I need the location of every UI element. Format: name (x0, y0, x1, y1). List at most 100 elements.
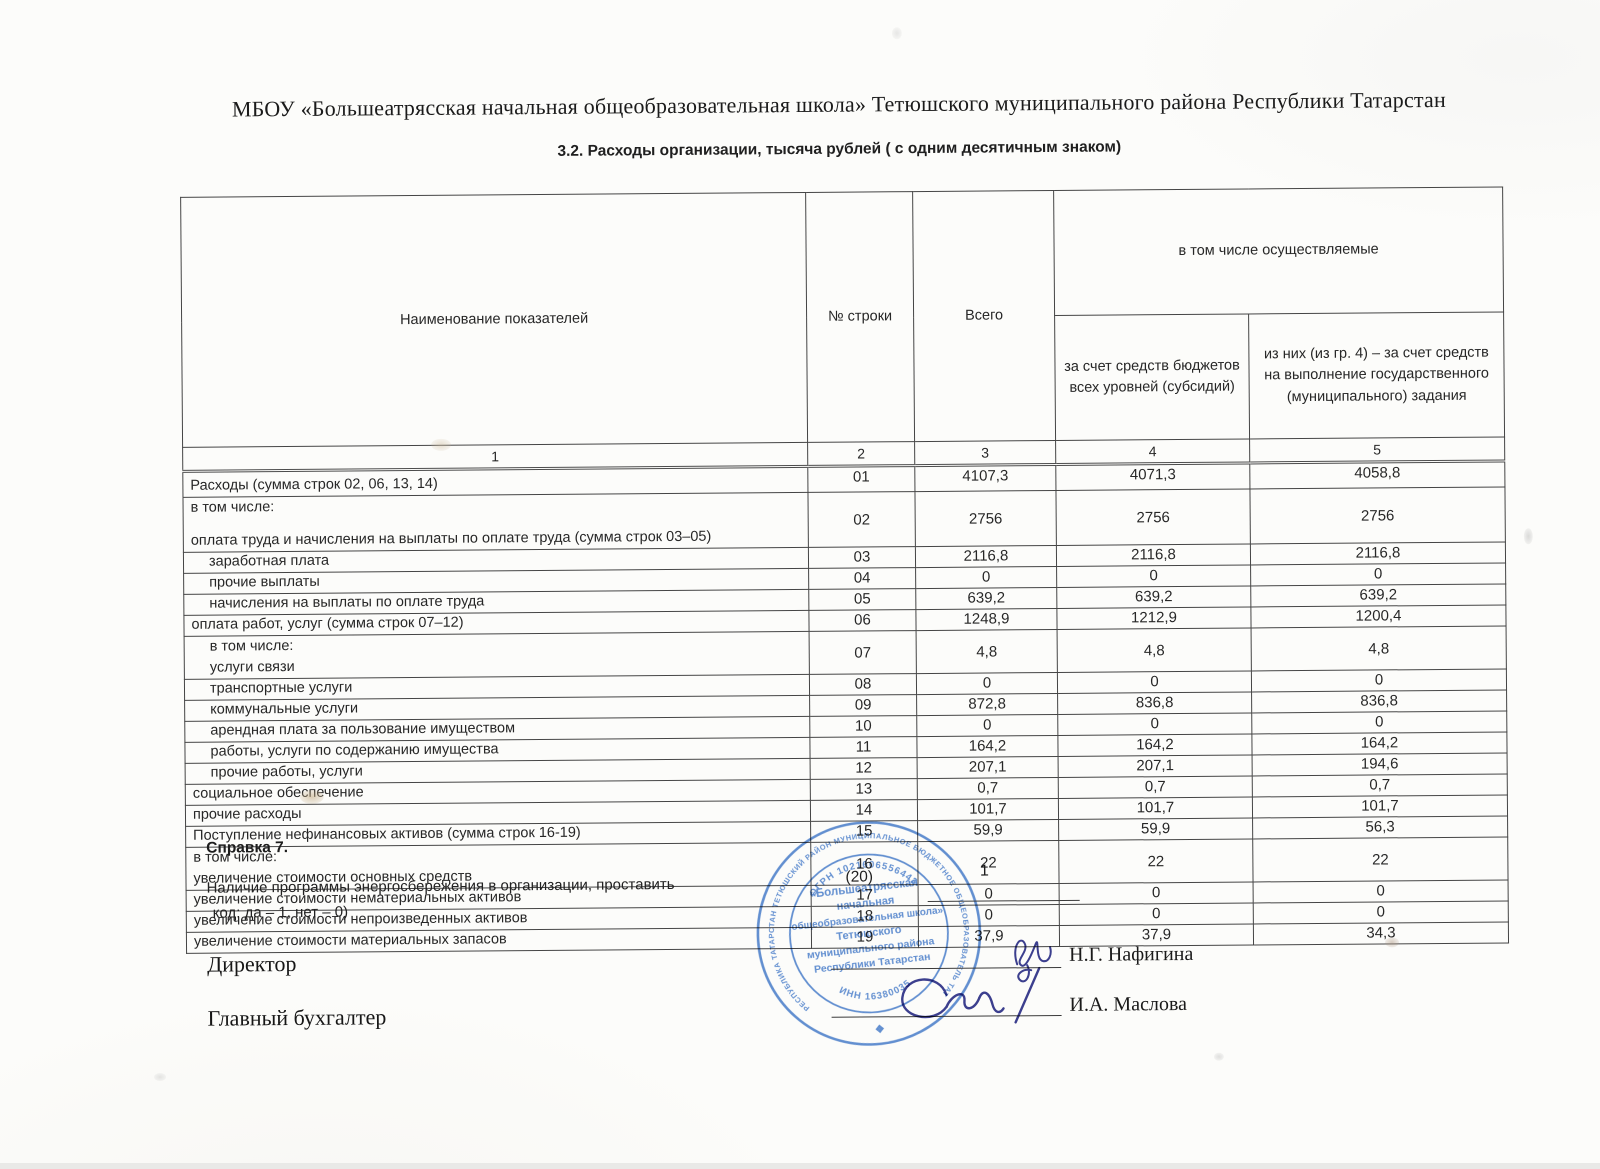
row-total: 2116,8 (915, 545, 1057, 568)
row-task: 2116,8 (1250, 541, 1506, 565)
row-task: 4058,8 (1249, 460, 1505, 489)
signature-name-accountant: И.А. Маслова (1069, 992, 1188, 1016)
row-line-number: 07 (809, 630, 917, 675)
row-task: 56,3 (1252, 815, 1508, 839)
row-task: 0 (1253, 900, 1509, 924)
row-task: 101,7 (1252, 794, 1508, 818)
row-label: прочие работы, услуги (210, 763, 363, 781)
row-total: 4,8 (916, 629, 1058, 674)
reference-text-line2: код: да – 1, нет – 0) (212, 903, 349, 922)
reference-line-number: (20) (845, 868, 874, 886)
row-label: увеличение стоимости материальных запасо… (193, 931, 507, 950)
row-task: 4,8 (1251, 625, 1507, 671)
row-budget: 0,7 (1058, 775, 1253, 799)
row-line-number: 05 (808, 588, 916, 611)
scan-speckle (431, 438, 452, 451)
row-line-number: 08 (809, 673, 917, 696)
row-total: 164,2 (916, 735, 1059, 758)
col-header-task: из них (из гр. 4) – за счет средств на в… (1248, 311, 1505, 439)
row-task: 639,2 (1250, 583, 1506, 607)
row-total: 0 (916, 714, 1058, 737)
row-label: арендная плата за пользование имуществом (210, 720, 516, 739)
row-budget: 836,8 (1057, 691, 1252, 715)
row-task: 1200,4 (1250, 604, 1507, 628)
row-label: услуги связи (209, 659, 295, 676)
row-budget: 1212,9 (1056, 606, 1252, 630)
row-budget: 0 (1057, 670, 1252, 694)
accountant-signature-ink (901, 966, 1041, 1024)
row-prefix: в том числе: (209, 637, 294, 655)
row-total: 0 (915, 566, 1057, 589)
col-header-total: Всего (912, 190, 1056, 442)
row-budget: 0 (1056, 564, 1251, 588)
col-index-3: 3 (914, 440, 1056, 466)
signature-role-accountant: Главный бухгалтер (207, 1004, 387, 1031)
section-title: 3.2. Расходы организации, тысяча рублей … (557, 138, 1122, 160)
row-name-cell: в том числе: услуги связи (184, 631, 810, 680)
stamp-inner-ring (789, 853, 949, 1014)
row-task: 0,7 (1252, 773, 1508, 797)
row-task: 0 (1250, 562, 1506, 586)
row-line-number: 04 (808, 567, 916, 590)
row-task: 34,3 (1253, 921, 1509, 945)
scan-speckle (891, 27, 902, 40)
col-index-5: 5 (1249, 436, 1505, 463)
signature-name-director: Н.Г. Нафигина (1069, 942, 1194, 966)
row-line-number: 13 (810, 778, 918, 801)
stamp-divider-icon: ❖ (874, 1023, 885, 1036)
row-budget: 2756 (1055, 488, 1251, 546)
row-label: начисления на выплаты по оплате труда (209, 593, 485, 612)
row-task: 22 (1252, 836, 1509, 882)
signature-role-director: Директор (207, 950, 297, 977)
row-total: 0 (916, 672, 1058, 695)
row-task: 164,2 (1251, 731, 1508, 755)
row-total: 2756 (914, 490, 1057, 547)
row-budget: 4071,3 (1055, 462, 1250, 491)
row-name-cell: в том числе: оплата труда и начисления н… (182, 492, 809, 553)
row-task: 836,8 (1251, 689, 1507, 713)
row-line-number: 03 (808, 546, 916, 569)
row-label: коммунальные услуги (210, 700, 359, 718)
director-signature-ink (1014, 939, 1052, 983)
stamp-outer-ring (756, 821, 982, 1046)
row-total: 872,8 (916, 693, 1058, 716)
svg-text:начальная: начальная (836, 894, 895, 912)
row-total: 1248,9 (915, 608, 1058, 631)
row-total: 4107,3 (914, 464, 1056, 492)
row-task: 194,6 (1252, 752, 1508, 776)
row-line-number: 06 (808, 609, 917, 632)
row-line-number: 12 (810, 757, 918, 780)
row-line-number: 02 (807, 491, 916, 548)
row-prefix: в том числе: (190, 499, 275, 516)
scan-speckle (1384, 937, 1400, 948)
scan-speckle (1523, 528, 1533, 545)
row-budget: 4,8 (1057, 627, 1252, 673)
reference-value: 1 (979, 862, 989, 880)
col-index-4: 4 (1055, 438, 1250, 465)
scan-speckle (154, 1072, 167, 1082)
scan-speckle (1213, 1052, 1224, 1061)
row-budget: 59,9 (1058, 817, 1253, 841)
row-line-number: 10 (809, 715, 917, 738)
row-budget: 0 (1057, 712, 1252, 736)
table-header-row: Наименование показателей № строки Всего … (180, 186, 1504, 448)
document-title: МБОУ «Большеатрясская начальная общеобра… (231, 86, 1447, 122)
row-task: 2756 (1249, 486, 1506, 544)
col-header-line-no: № строки (805, 191, 915, 443)
row-name-cell: увеличение стоимости материальных запасо… (186, 927, 812, 954)
col-index-2: 2 (807, 441, 915, 467)
row-label: работы, услуги по содержанию имущества (210, 741, 499, 760)
row-line-number: 11 (809, 736, 918, 759)
col-header-indicators: Наименование показателей (180, 192, 808, 448)
row-label: заработная плата (208, 552, 330, 570)
row-label: прочие выплаты (209, 573, 320, 591)
row-label: транспортные услуги (209, 679, 353, 697)
reference-title: Справка 7. (206, 839, 289, 857)
col-header-budget: за счет средств бюджетов всех уровней (с… (1054, 313, 1250, 441)
row-task: 0 (1251, 710, 1507, 734)
row-budget: 22 (1058, 838, 1254, 884)
row-budget: 2116,8 (1056, 543, 1251, 567)
row-total: 207,1 (917, 756, 1059, 779)
row-task: 0 (1251, 668, 1507, 692)
